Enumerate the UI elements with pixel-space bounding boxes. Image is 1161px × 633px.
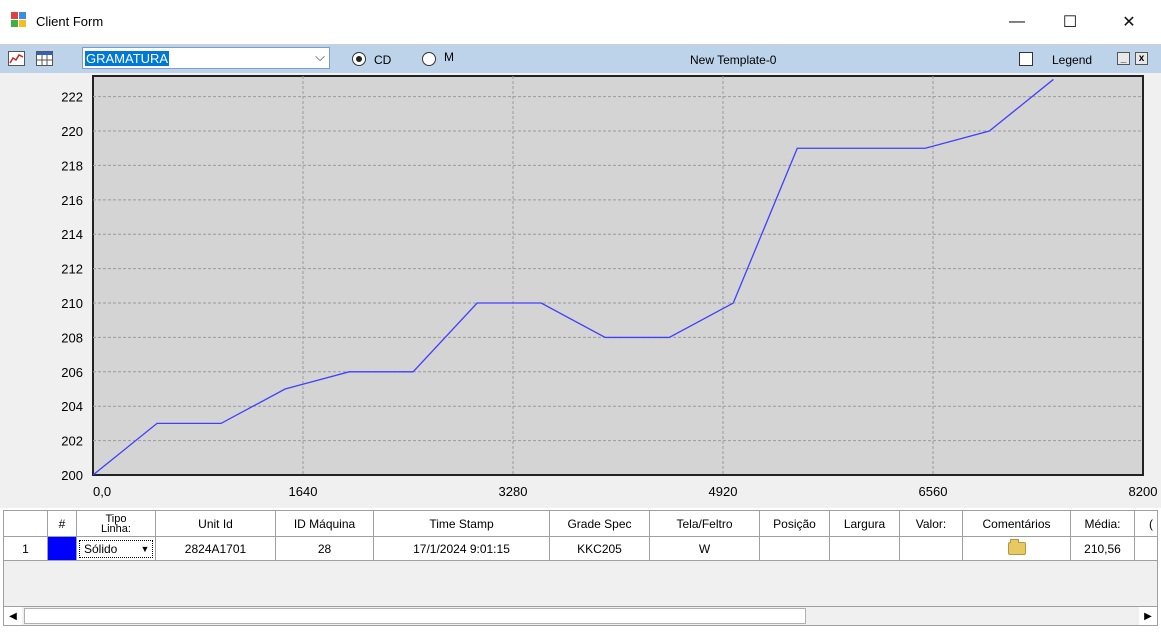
column-header-time-stamp[interactable]: Time Stamp (374, 511, 550, 537)
y-tick-label: 210 (61, 296, 83, 311)
plot-area (92, 75, 1144, 476)
tela-feltro-cell[interactable]: W (650, 537, 760, 561)
y-tick-label: 214 (61, 227, 83, 242)
y-tick-label: 212 (61, 262, 83, 277)
series-line (93, 78, 1054, 475)
time-stamp-cell[interactable]: 17/1/2024 9:01:15 (374, 537, 550, 561)
variable-select-value: GRAMATURA (85, 51, 170, 66)
grade-spec-cell[interactable]: KKC205 (550, 537, 650, 561)
title-bar: Client Form — ☐ ✕ (0, 0, 1161, 45)
y-tick-label: 208 (61, 330, 83, 345)
x-tick-label: 3280 (499, 484, 528, 499)
table-row[interactable]: 1 Sólido ▼ 2824A1701 28 17/1/2024 9:01:1… (4, 537, 1157, 561)
maximize-icon: ☐ (1062, 14, 1078, 31)
x-tick-label: 1640 (289, 484, 318, 499)
valor-cell[interactable] (900, 537, 963, 561)
column-header-tela-feltro[interactable]: Tela/Feltro (650, 511, 760, 537)
x-tick-label: 0,0 (93, 484, 111, 499)
overflow-cell[interactable] (1135, 537, 1157, 561)
column-header-comentarios[interactable]: Comentários (963, 511, 1071, 537)
grid-table-icon[interactable] (36, 51, 53, 66)
variable-select[interactable]: GRAMATURA ⌵ (82, 47, 330, 69)
folder-icon[interactable] (1007, 539, 1026, 555)
close-icon: ✕ (1122, 14, 1136, 31)
legend-checkbox[interactable] (1019, 52, 1033, 66)
minimize-icon: — (1009, 13, 1025, 30)
legend-label: Legend (1052, 53, 1093, 67)
column-header-posicao[interactable]: Posição (760, 511, 830, 537)
dropdown-arrow-icon[interactable]: ▼ (140, 543, 150, 554)
x-tick-label: 8200 (1129, 484, 1158, 499)
panel-close-button[interactable]: x (1135, 52, 1148, 65)
media-cell[interactable]: 210,56 (1071, 537, 1135, 561)
line-chart: 200 202 204 206 208 210 212 214 216 218 220 222 0,0 1… (61, 75, 1158, 499)
scroll-right-arrow-icon[interactable]: ▶ (1139, 607, 1157, 625)
y-tick-label: 202 (61, 434, 83, 449)
horizontal-scrollbar[interactable]: ◀ ▶ (3, 606, 1158, 626)
window-title: Client Form (36, 14, 104, 29)
column-header-media[interactable]: Média: (1071, 511, 1135, 537)
panel-minimize-button[interactable]: _ (1117, 52, 1130, 65)
column-header-tipo-linha[interactable]: Tipo Linha: (77, 511, 156, 537)
scroll-left-arrow-icon[interactable]: ◀ (4, 607, 22, 625)
id-maquina-cell[interactable]: 28 (276, 537, 374, 561)
series-table: # Tipo Linha: Unit Id ID Máquina Time Sta… (3, 510, 1158, 608)
maximize-button[interactable]: ☐ (1047, 0, 1093, 44)
row-index[interactable]: 1 (4, 537, 48, 561)
y-tick-label: 218 (61, 158, 83, 173)
column-header-index[interactable]: # (48, 511, 77, 537)
line-type-value: Sólido (84, 541, 118, 556)
column-header-id-maquina[interactable]: ID Máquina (276, 511, 374, 537)
column-header-overflow[interactable]: ( (1135, 511, 1157, 537)
line-type-select[interactable]: Sólido ▼ (79, 539, 153, 558)
app-window-icon (11, 12, 27, 28)
radio-m-label: M (444, 50, 454, 64)
close-button[interactable]: ✕ (1106, 0, 1152, 44)
unit-id-cell[interactable]: 2824A1701 (156, 537, 276, 561)
posicao-cell[interactable] (760, 537, 830, 561)
y-tick-label: 206 (61, 365, 83, 380)
row-header-corner (4, 511, 48, 537)
chevron-down-icon: ⌵ (315, 49, 325, 64)
table-header-row: # Tipo Linha: Unit Id ID Máquina Time Sta… (4, 511, 1157, 537)
y-tick-label: 222 (61, 90, 83, 105)
column-header-largura[interactable]: Largura (830, 511, 900, 537)
comentarios-cell[interactable] (963, 537, 1071, 561)
template-name: New Template-0 (690, 53, 777, 67)
radio-cd-label: CD (374, 53, 392, 67)
radio-cd[interactable] (352, 52, 366, 66)
y-tick-label: 200 (61, 468, 83, 483)
y-tick-label: 220 (61, 124, 83, 139)
scroll-thumb[interactable] (24, 608, 806, 624)
chart-toolbar: GRAMATURA ⌵ CD M New Template-0 Legend _… (0, 45, 1161, 73)
minimize-button[interactable]: — (994, 0, 1040, 44)
line-type-cell[interactable]: Sólido ▼ (77, 537, 156, 561)
series-color-swatch[interactable] (48, 537, 77, 561)
x-tick-label: 4920 (709, 484, 738, 499)
x-tick-label: 6560 (919, 484, 948, 499)
y-tick-label: 204 (61, 399, 83, 414)
column-header-grade-spec[interactable]: Grade Spec (550, 511, 650, 537)
chart-area: 200 202 204 206 208 210 212 214 216 218 220 222 0,0 1… (0, 73, 1161, 508)
radio-m[interactable] (422, 52, 436, 66)
y-tick-label: 216 (61, 193, 83, 208)
largura-cell[interactable] (830, 537, 900, 561)
column-header-valor[interactable]: Valor: (900, 511, 963, 537)
column-header-unit-id[interactable]: Unit Id (156, 511, 276, 537)
line-chart-icon[interactable] (8, 51, 25, 66)
